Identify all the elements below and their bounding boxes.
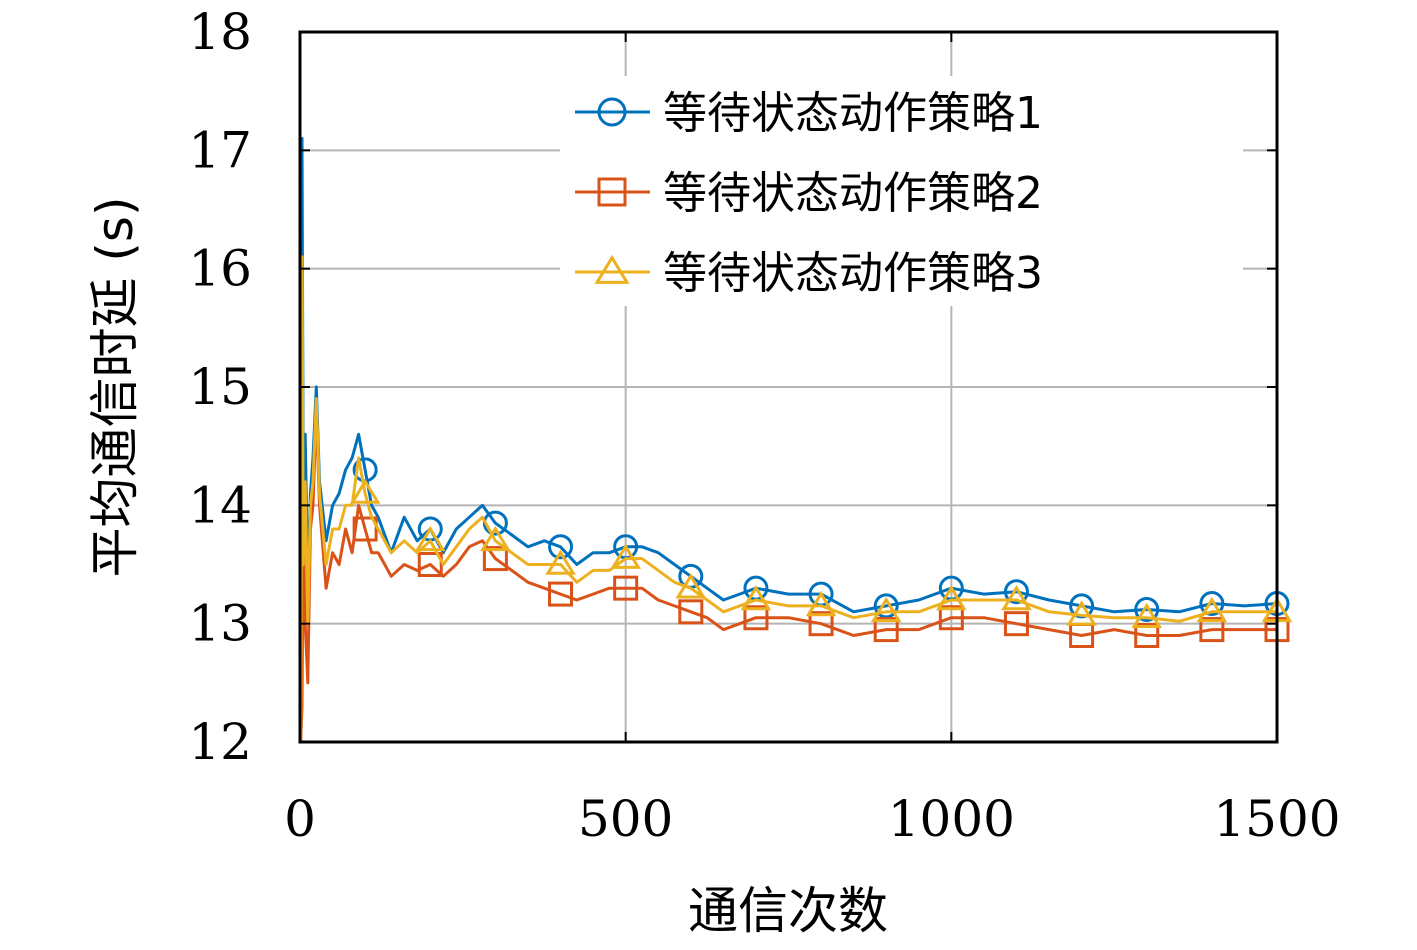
legend-label: 等待状态动作策略3 [663,248,1043,299]
triangle-marker [545,549,576,575]
triangle-marker [740,585,772,611]
circle-marker [1134,596,1160,622]
y-tick-label: 16 [188,240,252,298]
series-1 [299,137,1290,743]
legend-item: 等待状态动作策略1 [575,88,1043,139]
x-axis-title: 通信次数 [688,882,888,940]
series-2 [299,409,1290,743]
triangle-marker [1001,585,1032,611]
legend-label: 等待状态动作策略1 [663,88,1043,139]
square-marker [482,546,508,572]
legend-item: 等待状态动作策略2 [575,168,1043,219]
series-line [299,409,1277,743]
triangle-marker [675,573,707,599]
series-lines [299,137,1293,743]
x-tick-label: 1000 [888,790,1015,848]
circle-marker [1003,579,1029,605]
square-marker [938,605,964,631]
triangle-marker [1131,602,1163,629]
triangle-marker [805,590,837,617]
square-marker [743,605,769,631]
legend-label: 等待状态动作策略2 [663,168,1043,219]
square-marker [352,516,378,542]
triangle-marker [1066,600,1097,626]
y-tick-label: 15 [188,358,252,416]
square-marker [678,599,704,625]
circle-marker [873,593,899,619]
x-tick-label: 500 [578,790,673,848]
y-tick-label: 17 [188,121,252,179]
square-marker [808,611,834,637]
legend: 等待状态动作策略1 等待状态动作策略2 等待状态动作策略3 [560,76,1243,306]
circle-marker [597,97,627,127]
legend-item: 等待状态动作策略3 [575,248,1043,299]
y-axis-title: 平均通信时延 (s) [86,197,144,578]
circle-marker [1199,591,1225,617]
square-marker [873,617,899,643]
triangle-marker [594,254,630,284]
legend-box [560,76,1243,306]
circle-marker [548,534,574,560]
x-tick-label: 1500 [1213,790,1340,848]
triangle-marker [349,478,381,504]
square-marker [417,552,443,577]
y-tick-label: 13 [188,595,252,653]
square-marker [1134,623,1160,648]
y-tick-label: 14 [188,476,252,534]
series-3 [299,255,1293,743]
square-marker [597,177,627,207]
square-marker [1003,611,1029,637]
square-marker [548,581,574,607]
tick-labels: 0 500 1000 1500 12 13 14 15 16 17 18 [188,3,1340,848]
triangle-marker [936,585,967,611]
x-tick-label: 0 [284,790,316,848]
y-tick-label: 18 [188,3,252,61]
series-line [299,255,1277,743]
triangle-marker [870,596,902,623]
y-tick-label: 12 [188,713,252,771]
triangle-marker [414,525,446,552]
triangle-marker [1196,596,1228,623]
square-marker [613,575,639,601]
triangle-marker [610,543,641,569]
square-marker [1199,617,1225,643]
triangle-marker [480,525,511,552]
axis-ticks [299,31,1278,743]
circle-marker [1069,593,1095,619]
